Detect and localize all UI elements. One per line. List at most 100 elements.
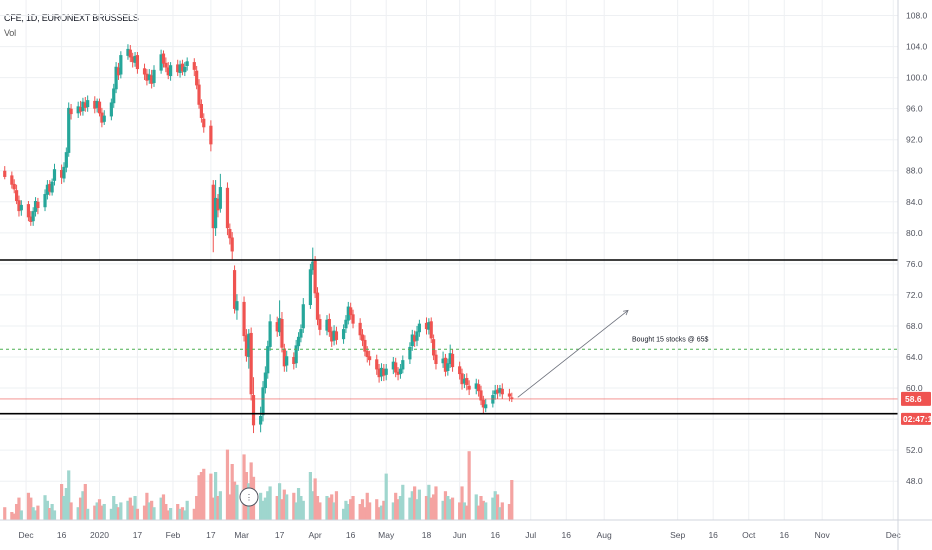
candle-body [299,329,303,338]
last-price-value: 58.6 [905,394,922,404]
volume-bar [292,492,296,520]
volume-bar [166,510,170,520]
volume-bar [12,513,16,520]
candle-body [83,102,87,108]
candle-body [408,346,412,360]
volume-bar [280,499,284,520]
volume-bar [135,508,140,520]
candle-body [116,67,121,76]
candle-body [277,318,282,333]
candle-body [296,336,301,347]
volume-bar [330,494,334,520]
countdown-tag [901,412,931,425]
volume-bar [178,508,182,520]
volume-bar [183,510,187,520]
candle-body [150,75,154,84]
volume-bar [460,486,464,520]
candle-body [259,416,263,425]
candle-body [424,322,429,330]
candle-body [199,104,203,118]
candle-body [126,48,130,56]
candle-body [86,100,90,108]
volume-bar [242,454,246,520]
candle-body [384,368,388,375]
volume-bar [192,508,196,520]
volume-bar [351,496,355,520]
volume-bar [97,499,102,520]
candle-body [211,184,215,229]
volume-bar [446,496,450,520]
volume-bar [180,507,185,520]
candle-body [417,323,421,333]
entry-note: Bought 15 stocks @ 65$ [632,336,708,343]
candle-body [462,378,467,384]
volume-bar [417,489,421,520]
volume-bar [495,494,500,520]
volume-bar [465,505,469,520]
volume-bar [64,488,68,520]
volume-bar [109,508,113,520]
candle-body [500,388,504,395]
candle-body [133,55,137,63]
candle-body [332,330,336,341]
volume-bar [69,502,73,520]
candle-body [180,63,185,72]
candle-body [64,152,68,168]
candle-body [448,353,452,364]
volume-bar [29,497,33,520]
candle-body [102,115,106,122]
candles [3,44,514,434]
volume-bar [142,505,147,520]
candle-body [112,88,116,104]
volume-bar [368,502,372,520]
volume-bar [159,497,163,520]
x-tick-label: Dec [19,530,35,540]
x-tick-label: 17 [206,530,216,540]
candle-body [398,368,403,375]
y-tick-label: 88.0 [906,166,923,176]
candle-body [31,211,35,222]
volume-bar [384,473,388,520]
candle-body [242,301,246,337]
candle-body [285,356,289,366]
volume-bar [450,497,455,520]
volume-bar [211,497,215,520]
volume-bar [394,492,398,520]
volume-bar [152,507,156,520]
candle-body [159,54,163,71]
volume-bar [86,508,90,520]
volume-bar [346,504,350,520]
candle-body [29,216,33,222]
candle-body [294,345,298,364]
candle-body [3,170,7,177]
candle-body [263,372,267,389]
candle-body [507,393,512,397]
candle-body [481,399,485,408]
volume-bar [78,497,83,520]
levels [0,259,898,415]
y-tick-label: 64.0 [906,352,923,362]
candle-body [178,64,182,73]
candle-body [375,359,379,370]
volume-bar [349,499,353,520]
volume-bar [299,496,303,520]
volume-bar [334,491,339,520]
volume-bar [100,505,104,520]
volume-bar [197,475,201,520]
candle-body [365,350,369,358]
y-tick-label: 96.0 [906,104,923,114]
volume-bar [126,500,130,520]
x-tick-label: 16 [562,530,572,540]
volume-bar [344,500,348,520]
candle-body [67,107,71,153]
volume-bar [285,494,289,520]
candle-body [60,169,64,178]
candle-body [78,107,83,112]
candle-body [26,204,31,218]
candle-body [315,292,320,320]
projection-arrow-head [623,309,629,316]
y-tick-label: 100.0 [906,73,928,83]
candle-body [218,187,222,209]
volume-bar [327,497,331,520]
